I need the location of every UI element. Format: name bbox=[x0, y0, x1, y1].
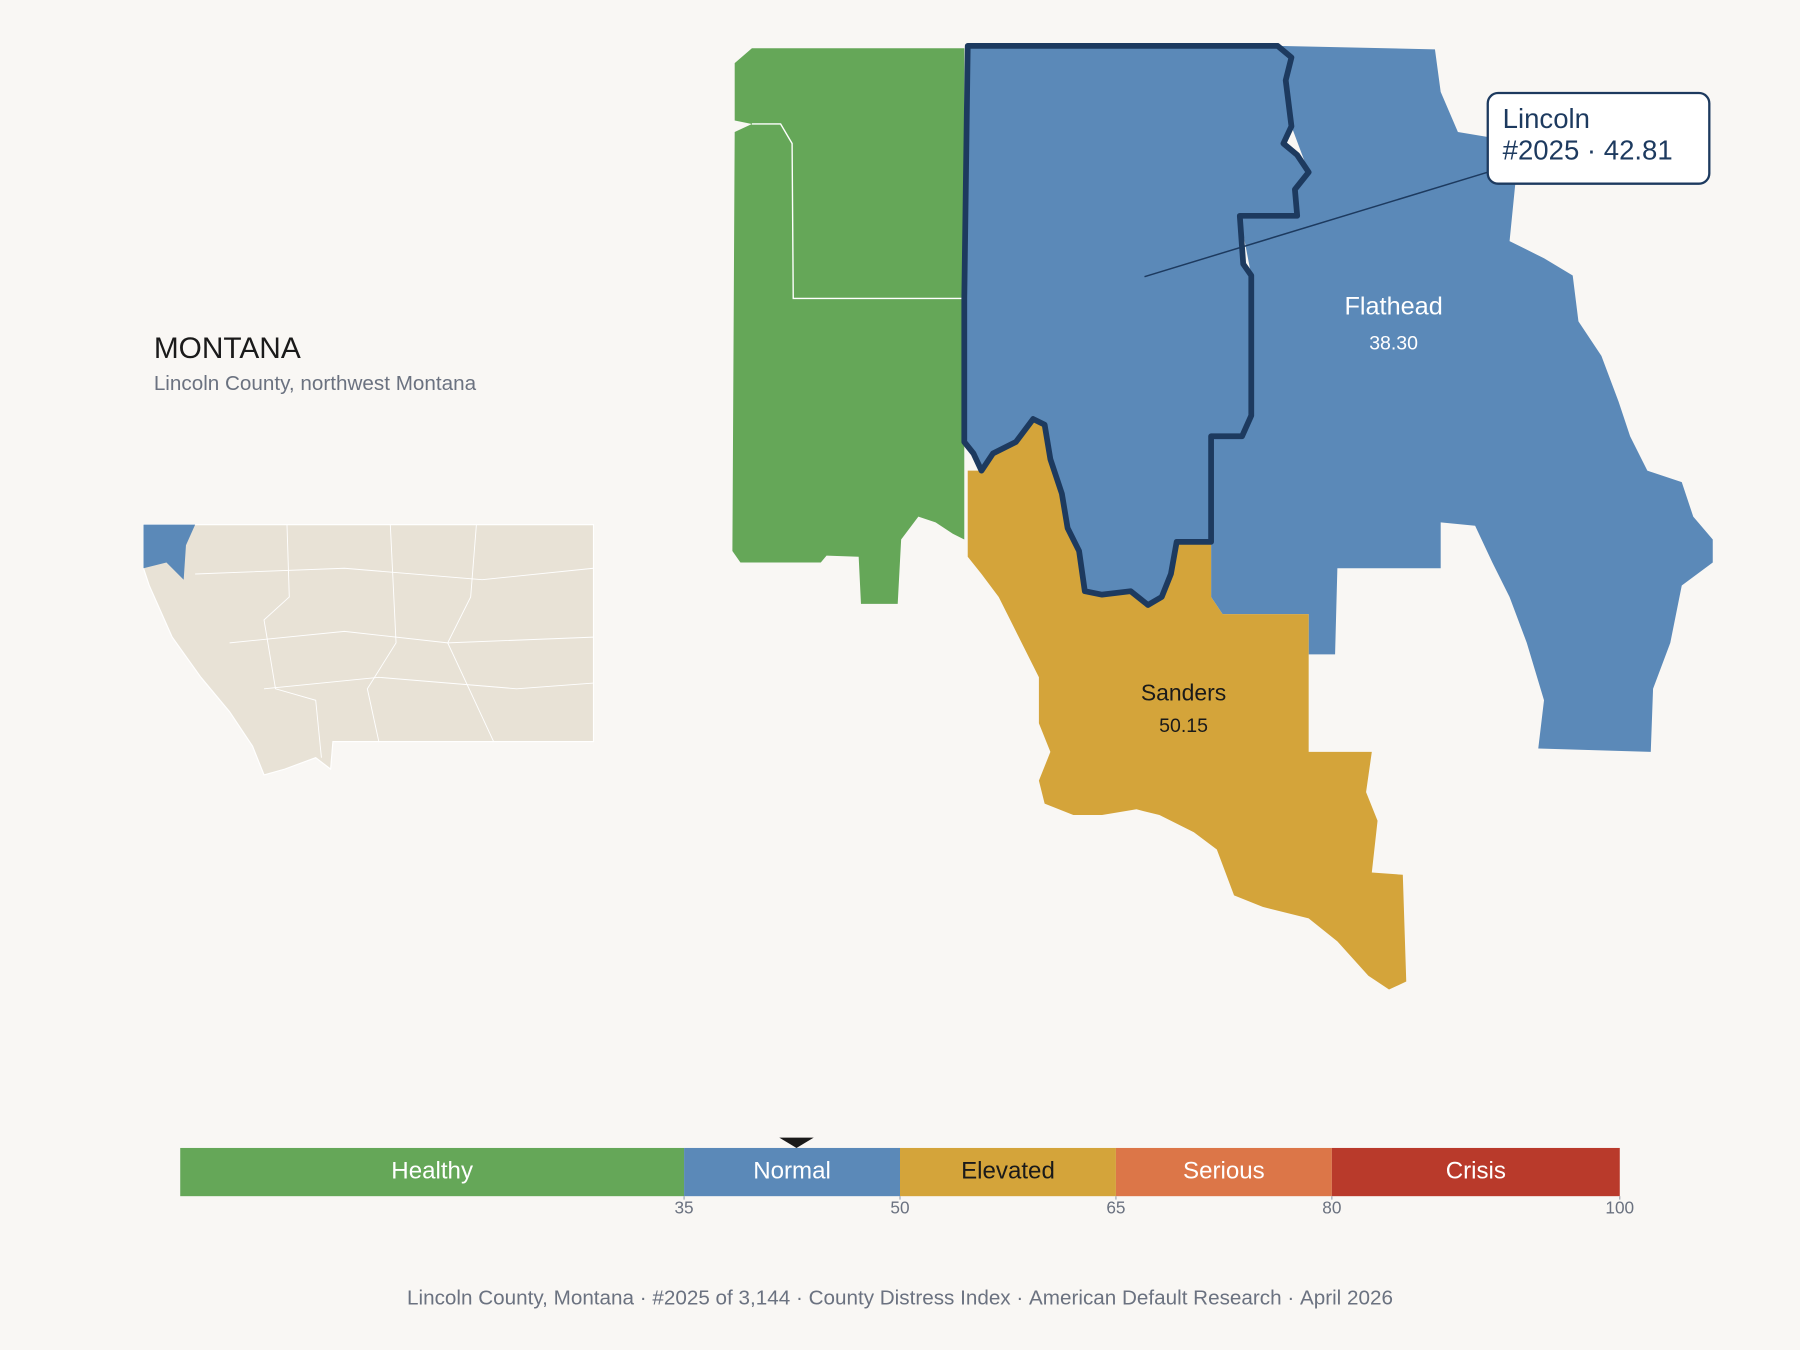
county-name: Sanders bbox=[1141, 680, 1226, 706]
footer-item: April 2026 bbox=[1300, 1287, 1393, 1310]
footer-item: Lincoln County, Montana bbox=[407, 1287, 634, 1310]
footer: Lincoln County, Montana · #2025 of 3,144… bbox=[407, 1287, 1393, 1310]
separator: · bbox=[1579, 135, 1603, 166]
state-shape bbox=[142, 524, 595, 776]
county-name: Flathead bbox=[1344, 292, 1442, 320]
legend-label: Serious bbox=[1183, 1157, 1265, 1184]
tick-label: 35 bbox=[674, 1197, 693, 1217]
legend-band bbox=[1115, 1147, 1332, 1197]
county-value: 50.15 bbox=[1159, 715, 1208, 737]
tick-label: 65 bbox=[1106, 1197, 1125, 1217]
legend-band bbox=[180, 1147, 685, 1197]
separator: · bbox=[1282, 1287, 1300, 1310]
legend-label: Normal bbox=[753, 1157, 831, 1184]
value-marker bbox=[779, 1137, 814, 1148]
tick-label: 80 bbox=[1322, 1197, 1341, 1217]
county-border bbox=[751, 123, 965, 300]
county-border bbox=[263, 524, 322, 758]
county-value: 38.30 bbox=[1369, 333, 1418, 355]
title: MONTANA bbox=[154, 332, 301, 365]
locator-map bbox=[142, 524, 595, 776]
legend-label: Healthy bbox=[391, 1157, 473, 1184]
legend: Healthy Normal Elevated Serious Crisis 35 50 65… bbox=[180, 1137, 1634, 1217]
footer-item: County Distress Index bbox=[809, 1287, 1012, 1310]
callout-rank: #2025 bbox=[1503, 135, 1580, 166]
subtitle: Lincoln County, northwest Montana bbox=[154, 372, 477, 395]
tick-label: 100 bbox=[1605, 1197, 1634, 1217]
legend-band bbox=[684, 1147, 900, 1197]
county-shape bbox=[1211, 45, 1713, 752]
legend-band bbox=[900, 1147, 1116, 1197]
footer-item: #2025 of 3,144 bbox=[652, 1287, 790, 1310]
county-border bbox=[195, 567, 594, 581]
callout-box bbox=[1486, 91, 1711, 185]
legend-label: Elevated bbox=[961, 1157, 1055, 1184]
neighbor-county bbox=[732, 48, 965, 604]
tick-label: 50 bbox=[890, 1197, 909, 1217]
callout-name: Lincoln bbox=[1503, 103, 1590, 134]
legend-band bbox=[1331, 1147, 1620, 1197]
separator: · bbox=[790, 1287, 808, 1310]
footer-item: American Default Research bbox=[1029, 1287, 1282, 1310]
callout-value: 42.81 bbox=[1604, 135, 1673, 166]
county-border bbox=[366, 524, 397, 742]
county-shape bbox=[967, 419, 1407, 990]
separator: · bbox=[1011, 1287, 1029, 1310]
selected-county bbox=[961, 43, 1312, 608]
callout-detail: #2025 · 42.81 bbox=[1503, 135, 1673, 166]
callout-leader bbox=[1144, 171, 1488, 278]
county-border bbox=[263, 676, 594, 690]
county-border bbox=[447, 524, 495, 742]
separator: · bbox=[634, 1287, 652, 1310]
county-border bbox=[229, 630, 594, 644]
legend-label: Crisis bbox=[1446, 1157, 1506, 1184]
locator-highlight bbox=[143, 524, 196, 580]
